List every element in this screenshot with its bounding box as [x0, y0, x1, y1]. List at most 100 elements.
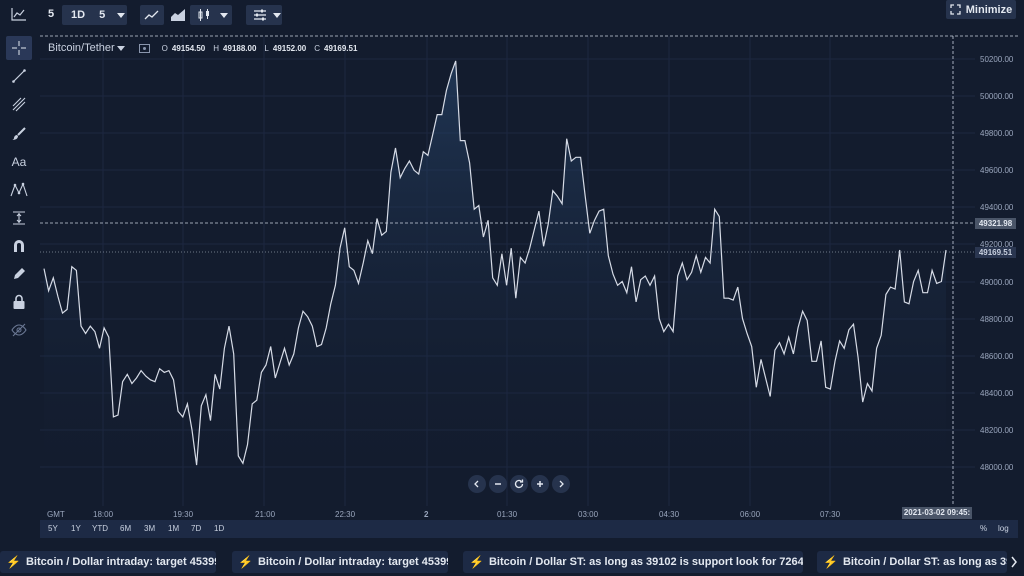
minimize-icon [950, 4, 961, 15]
ticker-text: Bitcoin / Dollar ST: as long as 39102 is… [488, 556, 803, 568]
pencil-icon [14, 268, 25, 279]
time-axis-label: 18:00 [93, 510, 114, 519]
brush-icon [12, 127, 26, 140]
area-chart-icon[interactable] [168, 7, 188, 23]
ticker-text: Bitcoin / Dollar intraday: target 45399 [25, 556, 216, 568]
measure-tool[interactable] [6, 206, 32, 230]
crosshair-price-tag: 49321.98 [975, 218, 1016, 229]
hide-tool[interactable] [6, 318, 32, 342]
magnet-tool[interactable] [6, 234, 32, 258]
chart-settings-icon[interactable] [138, 43, 150, 53]
zoom-in-button[interactable] [531, 475, 549, 493]
text-tool[interactable]: Aa [6, 150, 32, 174]
crosshair-date-tag: 2021-03-02 09:45: [902, 507, 972, 519]
price-axis-label: 49200.00 [980, 240, 1014, 249]
price-axis-label: 49600.00 [980, 166, 1014, 175]
price-axis-label: 50200.00 [980, 55, 1014, 64]
range-interval-label: 5 [99, 9, 106, 21]
chevron-down-icon [273, 12, 281, 18]
time-axis-label: 07:30 [820, 510, 841, 519]
chart-type-icon[interactable] [10, 6, 28, 22]
high-value: 49188.00 [223, 43, 257, 53]
price-area [44, 60, 946, 507]
reset-button[interactable] [510, 475, 528, 493]
chevron-down-icon [220, 12, 228, 18]
time-axis-label: 19:30 [173, 510, 194, 519]
minus-icon [495, 483, 501, 485]
news-ticker: ⚡ Bitcoin / Dollar intraday: target 4539… [0, 548, 1024, 576]
scroll-left-button[interactable] [468, 475, 486, 493]
price-axis-label: 48200.00 [980, 426, 1014, 435]
scroll-right-button[interactable] [552, 475, 570, 493]
top-toolbar: 5 1D 5 Minimize [0, 0, 1024, 30]
minimize-label: Minimize [965, 3, 1013, 16]
time-axis-label: 06:00 [740, 510, 761, 519]
symbol-legend: Bitcoin/Tether O 49154.50 H 49188.00 L 4… [48, 42, 361, 54]
ticker-item[interactable]: ⚡ Bitcoin / Dollar intraday: target 4539… [232, 551, 448, 573]
pattern-icon [10, 182, 28, 197]
time-axis-label: GMT [47, 510, 65, 519]
chevron-right-icon [1011, 556, 1017, 568]
high-label: H [213, 43, 220, 53]
chevron-down-icon [117, 12, 126, 18]
sliders-icon [254, 9, 266, 21]
ticker-next-button[interactable] [1007, 554, 1021, 570]
range-ytd[interactable]: YTD [92, 524, 108, 533]
pattern-tool[interactable] [6, 178, 32, 202]
zoom-out-button[interactable] [489, 475, 507, 493]
magnet-icon [14, 240, 24, 252]
ticker-item[interactable]: ⚡ Bitcoin / Dollar ST: as long as 391 [817, 551, 1007, 573]
close-label: C [314, 43, 321, 53]
drawing-toolbar: Aa [0, 30, 38, 340]
trend-line-tool[interactable] [6, 64, 32, 88]
candles-selector[interactable] [190, 5, 232, 25]
lightning-icon: ⚡ [823, 555, 838, 569]
edit-tool[interactable] [6, 262, 32, 286]
pitchfork-tool[interactable] [6, 92, 32, 116]
time-axis-label: 01:30 [497, 510, 518, 519]
lightning-icon: ⚡ [6, 555, 21, 569]
close-value: 49169.51 [324, 43, 358, 53]
line-style-button[interactable] [140, 5, 164, 25]
time-axis-label: 03:00 [578, 510, 599, 519]
low-value: 49152.00 [272, 43, 307, 53]
settings-selector[interactable] [246, 5, 282, 25]
crosshair-tool[interactable] [6, 36, 32, 60]
ticker-item[interactable]: ⚡ Bitcoin / Dollar intraday: target 4539… [0, 551, 216, 573]
range-5y[interactable]: 5Y [48, 524, 58, 533]
pitchfork-icon [12, 97, 26, 112]
price-axis-label: 49000.00 [980, 278, 1014, 287]
chevron-left-icon [474, 480, 479, 488]
price-axis-label: 48400.00 [980, 389, 1014, 398]
brush-tool[interactable] [6, 122, 32, 146]
log-scale-toggle[interactable]: log [998, 524, 1009, 533]
ticker-item[interactable]: ⚡ Bitcoin / Dollar ST: as long as 39102 … [463, 551, 803, 573]
price-line [43, 60, 947, 466]
low-label: L [264, 43, 269, 53]
chevron-right-icon [559, 480, 564, 488]
range-selector[interactable]: 1D 5 [62, 5, 127, 25]
crosshair-icon [12, 41, 26, 55]
open-label: O [161, 43, 168, 53]
candlestick-icon [198, 9, 209, 21]
price-axis-label: 48000.00 [980, 463, 1014, 472]
interval-label[interactable]: 5 [48, 8, 55, 20]
symbol-name[interactable]: Bitcoin/Tether [48, 42, 115, 54]
percent-scale-toggle[interactable]: % [980, 524, 988, 533]
time-axis-label: 21:00 [255, 510, 276, 519]
chevron-down-icon[interactable] [116, 45, 125, 51]
plus-icon [537, 481, 543, 487]
text-icon: Aa [11, 155, 27, 169]
range-1y[interactable]: 1Y [71, 524, 81, 533]
range-6m[interactable]: 6M [120, 524, 132, 533]
lock-icon [13, 294, 25, 309]
open-value: 49154.50 [171, 43, 206, 53]
range-7d[interactable]: 7D [191, 524, 202, 533]
lock-tool[interactable] [6, 290, 32, 314]
minimize-button[interactable]: Minimize [946, 0, 1016, 19]
range-3m[interactable]: 3M [144, 524, 156, 533]
range-1m[interactable]: 1M [168, 524, 180, 533]
time-axis-label: 22:30 [335, 510, 356, 519]
range-1d[interactable]: 1D [214, 524, 225, 533]
